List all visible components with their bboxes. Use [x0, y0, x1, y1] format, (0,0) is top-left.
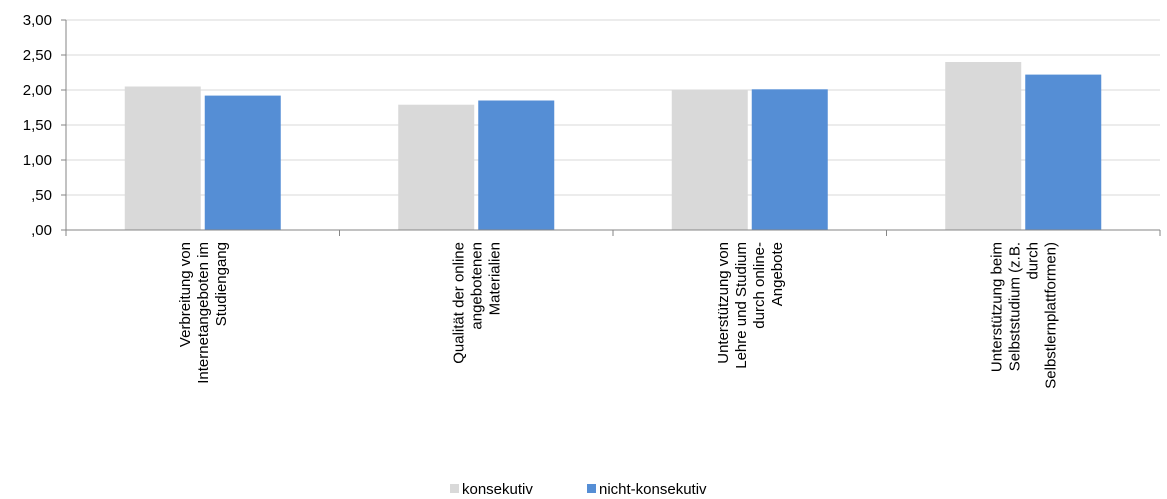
y-tick-label: ,00 [31, 222, 52, 239]
bar-nicht-konsekutiv-4 [1025, 74, 1102, 230]
bar-konsekutiv-1 [124, 86, 201, 230]
y-tick-label: 1,00 [23, 152, 52, 169]
category-label: Verbreitung von Internetangeboten im Studi… [177, 242, 230, 384]
bars [124, 62, 1102, 230]
category-label-line: Selbststudium (z.B. [1006, 242, 1023, 371]
category-label-line: durch online- [751, 242, 768, 329]
category-label-line: Verbreitung von [177, 242, 194, 347]
legend-swatch-nicht-konsekutiv [587, 484, 596, 493]
y-tick-labels: ,00 ,50 1,00 1,50 2,00 2,50 3,00 [23, 12, 52, 239]
category-label-line: Unterstützung von [715, 242, 732, 364]
category-label-line: Selbstlernplattformen) [1042, 242, 1059, 389]
legend-label-konsekutiv: konsekutiv [462, 481, 533, 498]
legend-label-nicht-konsekutiv: nicht-konsekutiv [599, 481, 707, 498]
category-label-line: Studiengang [213, 242, 230, 326]
category-label-line: Qualität der online [450, 242, 467, 364]
category-label: Unterstützung beim Selbststudium (z.B. dur… [988, 242, 1059, 389]
legend-swatch-konsekutiv [450, 484, 459, 493]
category-label-line: Materialien [486, 242, 503, 315]
axes [65, 20, 1161, 236]
category-label: Qualität der online angebotenen Materialie… [450, 242, 503, 364]
category-label-line: durch [1024, 242, 1041, 280]
bar-konsekutiv-4 [945, 62, 1022, 230]
bar-konsekutiv-3 [671, 90, 748, 230]
y-tick-label: 2,50 [23, 47, 52, 64]
category-label-line: Unterstützung beim [988, 242, 1005, 372]
x-tick-labels: Verbreitung von Internetangeboten im Studi… [177, 242, 1060, 389]
y-tick-label: ,50 [31, 187, 52, 204]
category-label-line: Lehre und Studium [733, 242, 750, 369]
category-label: Unterstützung von Lehre und Studium durch … [715, 242, 786, 369]
y-tick-label: 3,00 [23, 12, 52, 29]
y-tick-label: 1,50 [23, 117, 52, 134]
bar-nicht-konsekutiv-1 [204, 95, 281, 230]
legend: konsekutiv nicht-konsekutiv [450, 481, 707, 498]
category-label-line: angebotenen [468, 242, 485, 330]
y-tick-label: 2,00 [23, 82, 52, 99]
category-label-line: Angebote [769, 242, 786, 306]
bar-konsekutiv-2 [398, 104, 475, 230]
category-label-line: Internetangeboten im [195, 242, 212, 384]
bar-nicht-konsekutiv-3 [751, 89, 828, 230]
bar-nicht-konsekutiv-2 [478, 100, 555, 230]
